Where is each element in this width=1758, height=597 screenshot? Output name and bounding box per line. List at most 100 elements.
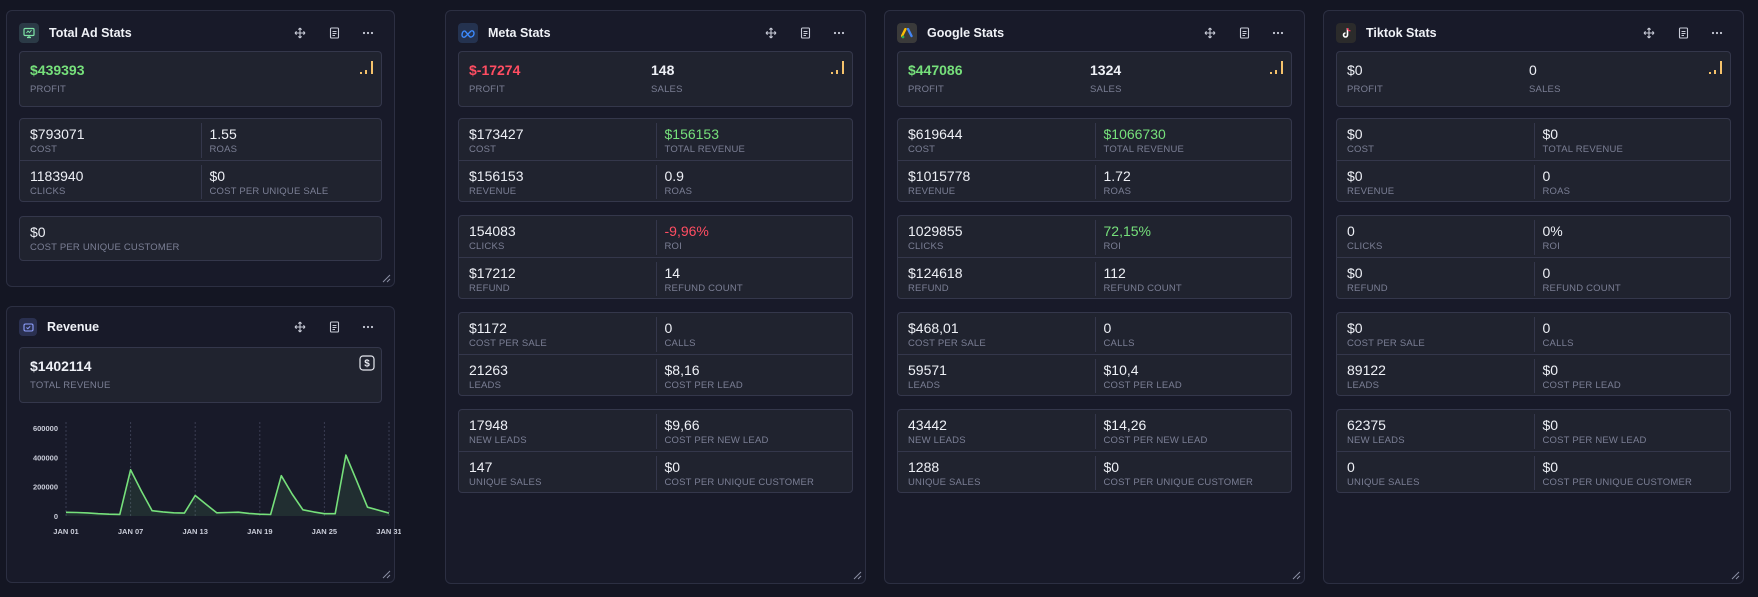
- data-point[interactable]: [300, 507, 306, 513]
- data-point[interactable]: [181, 510, 187, 516]
- stats-box: $793071 COST 1.55 ROAS 1183940 CLICKS $0 COS…: [19, 118, 382, 202]
- resize-handle-icon[interactable]: [1730, 570, 1740, 580]
- stat-label: COST PER UNIQUE CUSTOMER: [1103, 477, 1254, 488]
- data-point[interactable]: [386, 510, 392, 516]
- profit-box: $439393 PROFIT: [19, 51, 382, 107]
- move-icon[interactable]: [761, 23, 781, 43]
- cost-cell: $793071 COST: [20, 119, 202, 160]
- resize-handle-icon[interactable]: [1291, 570, 1301, 580]
- data-point[interactable]: [278, 473, 284, 479]
- stat-cell: $17212 REFUND: [459, 258, 657, 298]
- move-icon[interactable]: [1639, 23, 1659, 43]
- more-options-icon[interactable]: [1707, 23, 1727, 43]
- data-point[interactable]: [171, 510, 177, 516]
- data-point[interactable]: [160, 509, 166, 515]
- data-point[interactable]: [235, 509, 241, 515]
- y-tick-label: 0: [54, 512, 58, 521]
- data-point[interactable]: [332, 511, 338, 517]
- stat-label: COST PER SALE: [908, 338, 986, 349]
- stat-value: $14,26: [1103, 417, 1147, 433]
- data-point[interactable]: [257, 511, 263, 517]
- data-point[interactable]: [149, 508, 155, 514]
- stat-value: -9,96%: [664, 223, 709, 239]
- data-point[interactable]: [289, 491, 295, 497]
- stat-label: UNIQUE SALES: [1347, 477, 1420, 488]
- resize-handle-icon[interactable]: [381, 569, 391, 579]
- profit-cell: $447086 PROFIT: [898, 52, 1080, 106]
- stat-value: $1172: [469, 320, 507, 336]
- stat-value: $156153: [664, 126, 720, 142]
- stat-cell: 0 REFUND COUNT: [1535, 258, 1731, 298]
- data-point[interactable]: [268, 512, 274, 518]
- stat-label: COST PER LEAD: [664, 380, 743, 391]
- data-point[interactable]: [85, 510, 91, 516]
- y-tick-label: 400000: [33, 453, 58, 462]
- stat-cell: $619644 COST: [898, 119, 1096, 160]
- data-point[interactable]: [354, 478, 360, 484]
- x-tick-label: JAN 07: [118, 527, 143, 536]
- data-point[interactable]: [192, 492, 198, 498]
- stat-value: 0: [1347, 459, 1355, 475]
- data-point[interactable]: [311, 509, 317, 515]
- stat-value: $0: [1542, 459, 1559, 475]
- document-icon[interactable]: [1673, 23, 1693, 43]
- document-icon[interactable]: [324, 23, 344, 43]
- stats-box: 43442 NEW LEADS $14,26 COST PER NEW LEAD 128…: [897, 409, 1292, 493]
- data-point[interactable]: [138, 488, 144, 494]
- stat-label: LEADS: [469, 380, 502, 391]
- stat-label: LEADS: [1347, 380, 1380, 391]
- stat-value: 0%: [1542, 223, 1563, 239]
- more-options-icon[interactable]: [1268, 23, 1288, 43]
- sales-label: SALES: [1529, 84, 1561, 95]
- stat-label: UNIQUE SALES: [908, 477, 981, 488]
- more-options-icon[interactable]: [829, 23, 849, 43]
- data-point[interactable]: [214, 510, 220, 516]
- more-options-icon[interactable]: [358, 317, 378, 337]
- data-point[interactable]: [225, 509, 231, 515]
- data-point[interactable]: [117, 511, 123, 517]
- resize-handle-icon[interactable]: [381, 273, 391, 283]
- data-point[interactable]: [321, 511, 327, 517]
- stat-label: ROI: [1103, 241, 1121, 252]
- sales-label: SALES: [1090, 84, 1122, 95]
- move-icon[interactable]: [1200, 23, 1220, 43]
- stat-value: 21263: [469, 362, 508, 378]
- x-tick-label: JAN 13: [182, 527, 207, 536]
- document-icon[interactable]: [324, 317, 344, 337]
- stat-cell: 0.9 ROAS: [657, 161, 853, 201]
- stat-cell: $468,01 COST PER SALE: [898, 313, 1096, 354]
- stat-value: $0: [1347, 168, 1363, 184]
- stat-value: 1288: [908, 459, 940, 475]
- stat-cell: 14 REFUND COUNT: [657, 258, 853, 298]
- data-point[interactable]: [74, 509, 80, 515]
- document-icon[interactable]: [1234, 23, 1254, 43]
- data-point[interactable]: [106, 511, 112, 517]
- stats-row: 0 CLICKS 0% ROI: [1337, 216, 1730, 257]
- move-icon[interactable]: [290, 23, 310, 43]
- more-options-icon[interactable]: [358, 23, 378, 43]
- stat-cell: 1.72 ROAS: [1096, 161, 1292, 201]
- stats-row: 1029855 CLICKS 72,15% ROI: [898, 216, 1291, 257]
- data-point[interactable]: [364, 504, 370, 510]
- stats-row: $0 REFUND 0 REFUND COUNT: [1337, 257, 1730, 298]
- data-point[interactable]: [95, 511, 101, 517]
- stats-row: $0 REVENUE 0 ROAS: [1337, 160, 1730, 201]
- document-icon[interactable]: [795, 23, 815, 43]
- revenue-line: [65, 454, 390, 516]
- data-point[interactable]: [246, 510, 252, 516]
- move-icon[interactable]: [290, 317, 310, 337]
- stat-label: COST PER UNIQUE CUSTOMER: [664, 477, 815, 488]
- sales-cell: 148 SALES: [641, 52, 823, 106]
- data-point[interactable]: [203, 501, 209, 507]
- resize-handle-icon[interactable]: [852, 570, 862, 580]
- stat-cell: 21263 LEADS: [459, 355, 657, 395]
- stat-cell: 0% ROI: [1535, 216, 1731, 257]
- profit-cell: $0 PROFIT: [1337, 52, 1519, 106]
- data-point[interactable]: [128, 467, 134, 473]
- data-point[interactable]: [375, 507, 381, 513]
- x-tick-label: JAN 25: [312, 527, 337, 536]
- stats-box: $468,01 COST PER SALE 0 CALLS 59571 LEADS $10,…: [897, 312, 1292, 396]
- data-point[interactable]: [343, 452, 349, 458]
- stat-cell: $173427 COST: [459, 119, 657, 160]
- data-point[interactable]: [63, 509, 69, 515]
